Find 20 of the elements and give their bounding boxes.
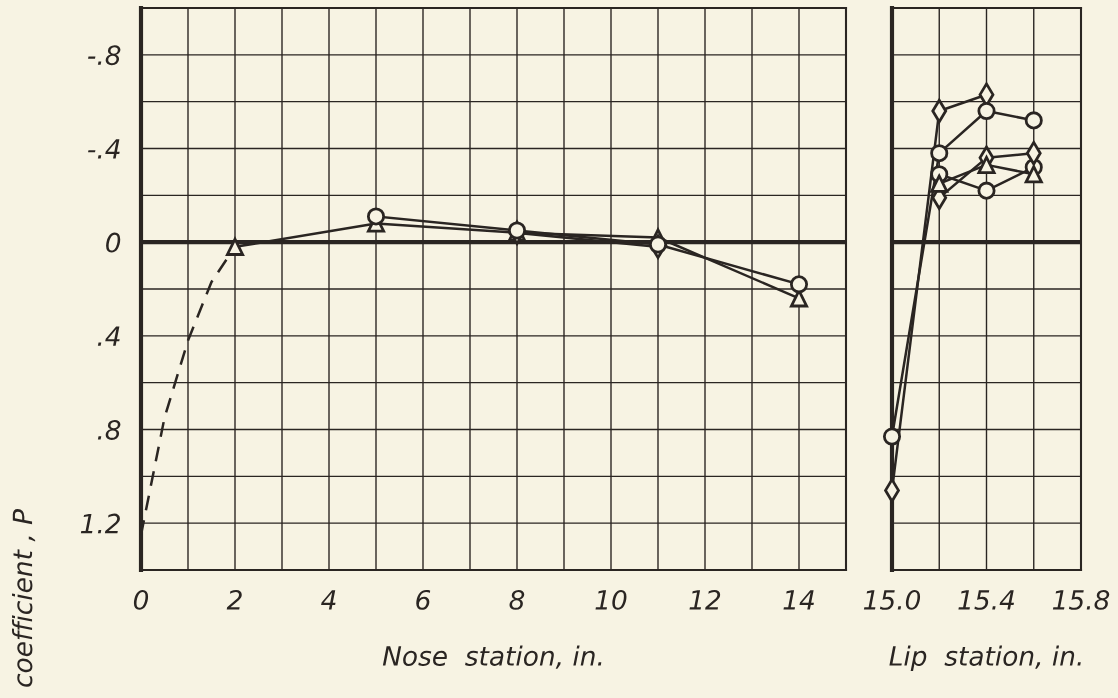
y-tick-label: 1.2 bbox=[80, 513, 120, 534]
x-tick-label: 14 bbox=[783, 590, 814, 610]
x-tick-label: 15.4 bbox=[958, 590, 1014, 610]
y-axis-title: coefficient , P bbox=[12, 509, 36, 687]
y-tick-label: 0 bbox=[106, 232, 121, 253]
y-tick-label: -.4 bbox=[88, 139, 120, 159]
x-tick-label: 2 bbox=[226, 589, 242, 610]
x-axis-title: Nose station, in. bbox=[382, 645, 602, 669]
x-tick-label: 12 bbox=[689, 589, 721, 610]
y-tick-label: .4 bbox=[97, 326, 120, 346]
x-tick-label: 6 bbox=[416, 589, 431, 610]
x-axis-title: Lip station, in. bbox=[889, 645, 1081, 672]
y-tick-label: .8 bbox=[97, 419, 121, 440]
x-tick-label: 8 bbox=[509, 589, 525, 610]
x-tick-label: 0 bbox=[133, 589, 149, 610]
x-tick-label: 10 bbox=[595, 589, 627, 610]
x-tick-label: 15.0 bbox=[863, 589, 921, 610]
x-tick-label: 15.8 bbox=[1052, 589, 1110, 610]
y-tick-label: -.8 bbox=[88, 45, 121, 66]
x-tick-label: 4 bbox=[321, 590, 336, 610]
